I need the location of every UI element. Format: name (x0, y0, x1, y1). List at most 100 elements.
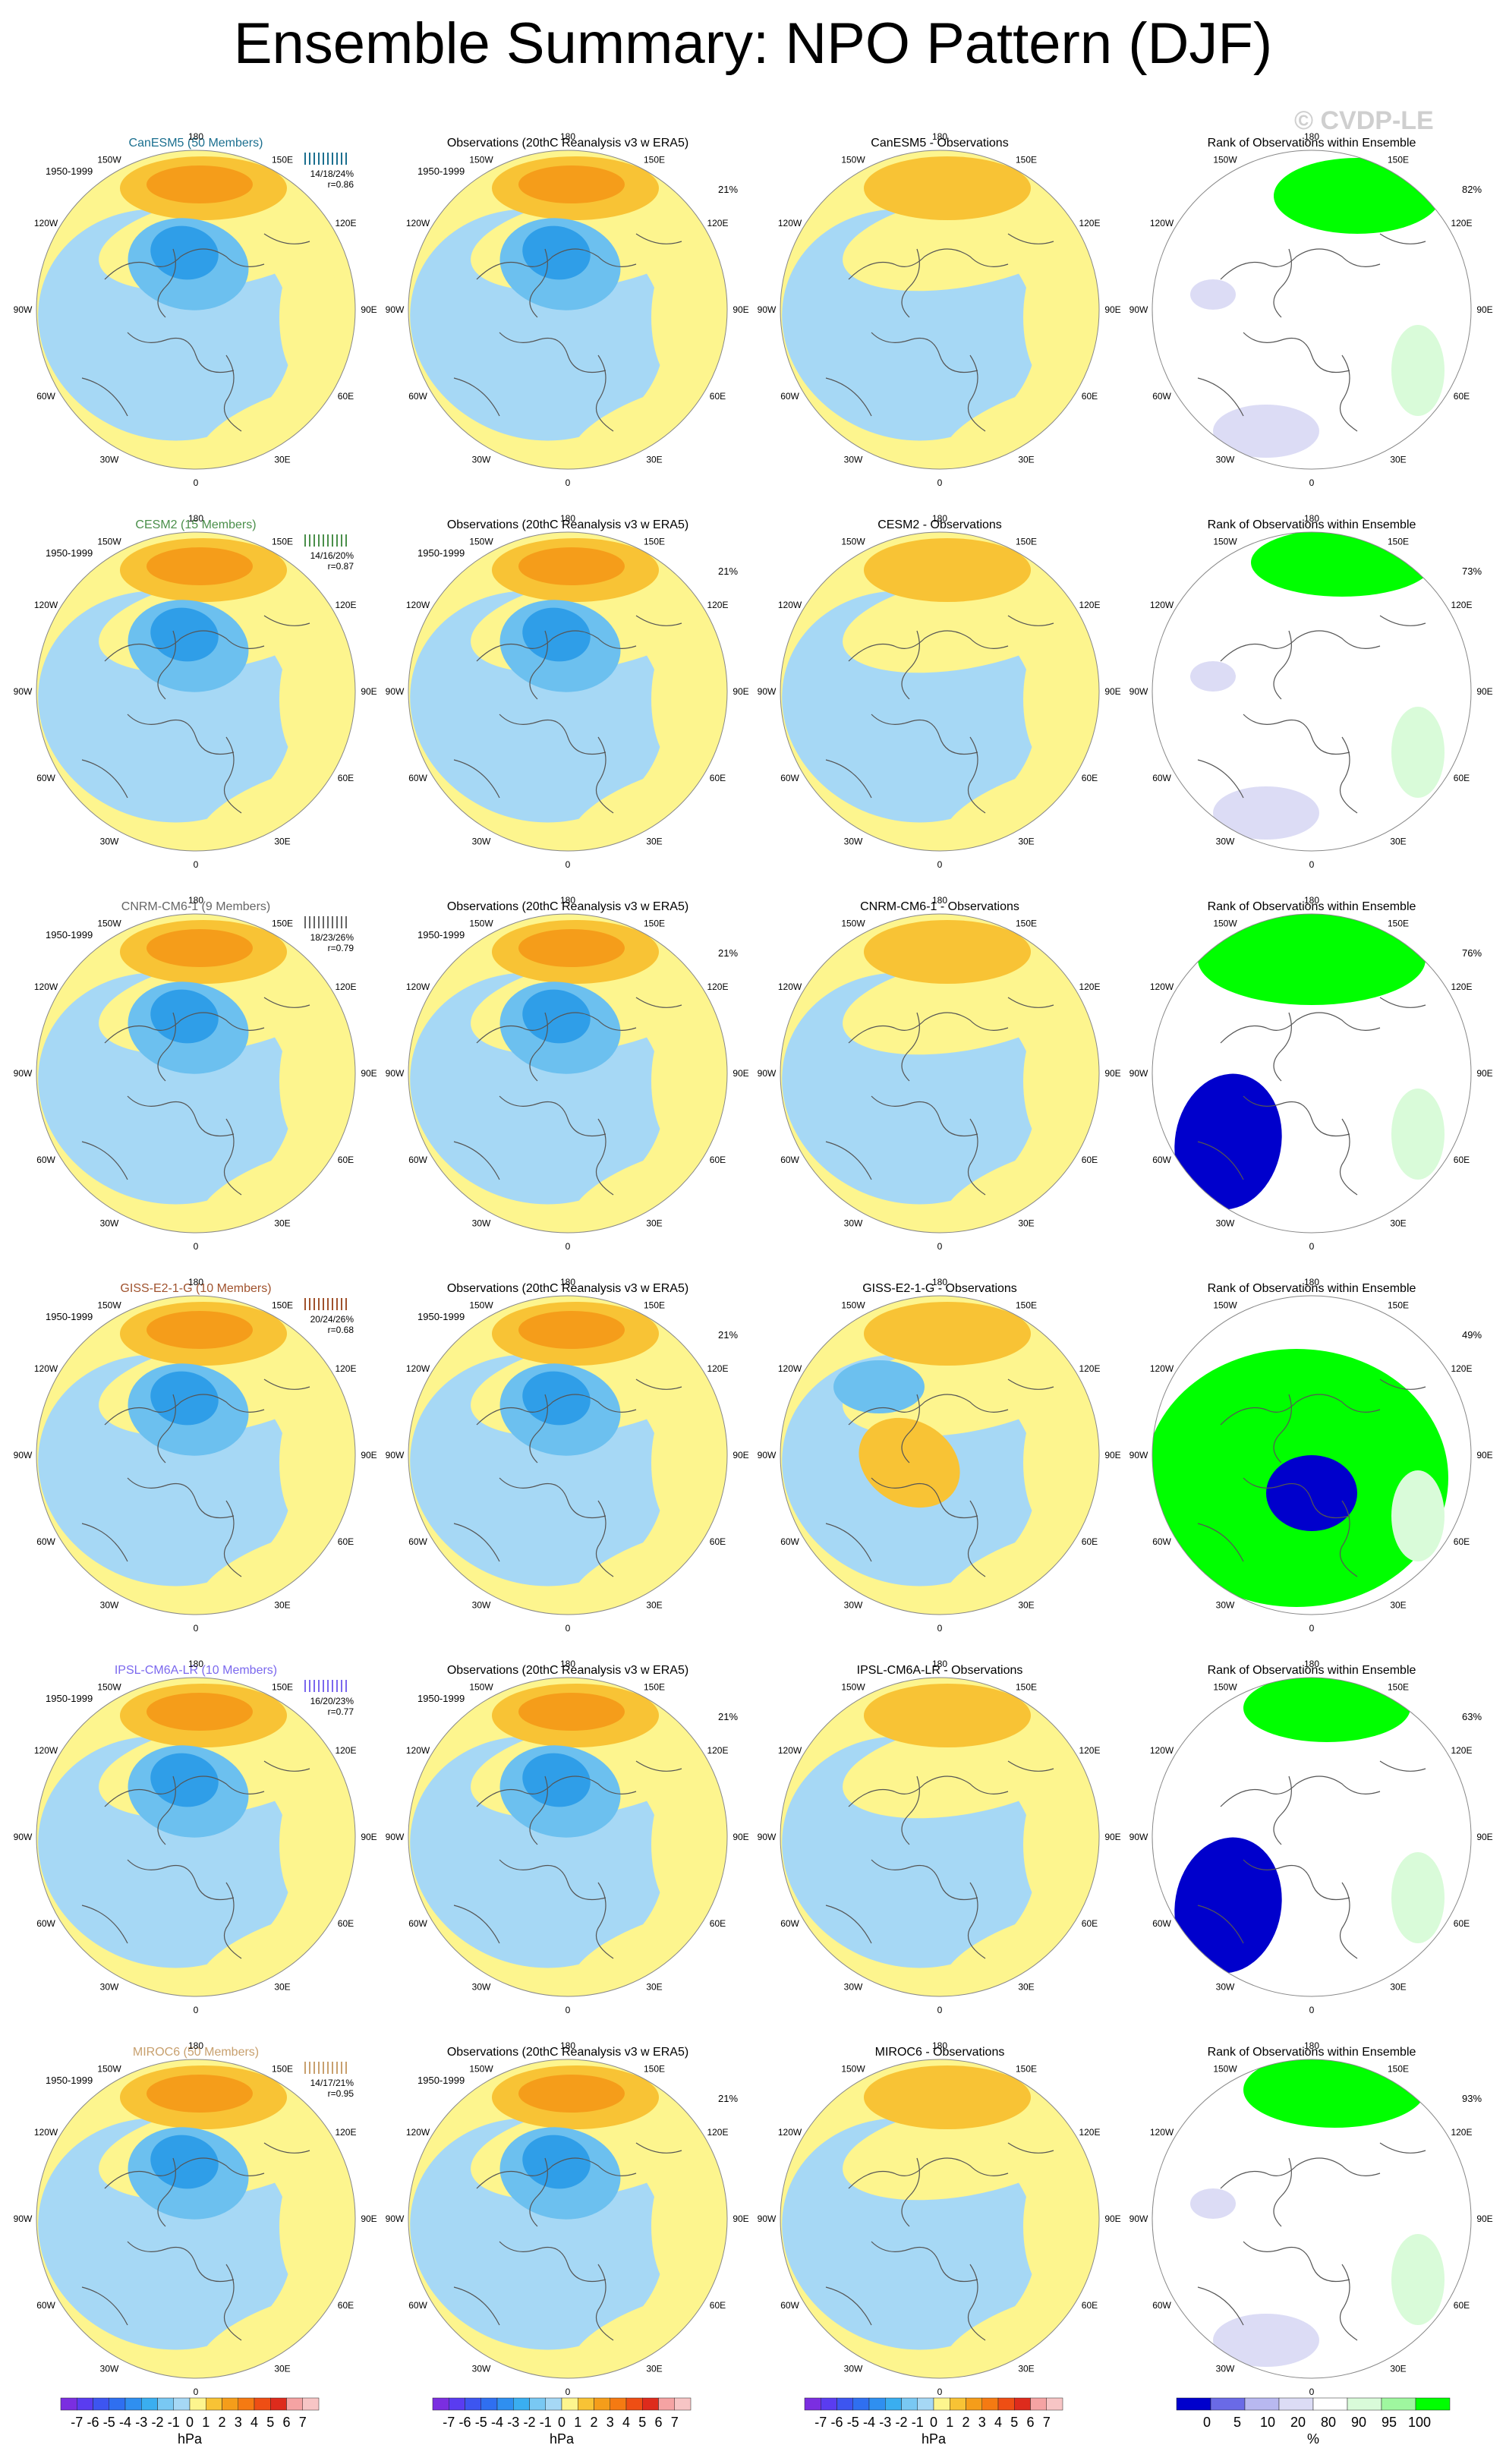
lon-label: 30E (1390, 1218, 1406, 1228)
anomaly-positive-max (518, 1311, 625, 1349)
colorbar-label: -7 (443, 2415, 455, 2430)
lon-label: 180 (188, 1659, 203, 1669)
panel-title: MIROC6 - Observations (874, 2046, 1005, 2059)
panel-title: Rank of Observations within Ensemble (1207, 1664, 1416, 1677)
colorbar-label: 0 (558, 2415, 566, 2430)
lon-label: 30W (472, 1599, 491, 1610)
lon-label: 150E (272, 918, 293, 929)
period-label: 1950-1999 (46, 1693, 93, 1704)
lon-label: 0 (937, 1241, 943, 1252)
colorbar-swatch (836, 2397, 853, 2411)
anomaly-positive-region (279, 249, 340, 386)
colorbar-swatch (206, 2397, 222, 2411)
anomaly-positive-region (279, 1013, 340, 1149)
anomaly-positive-max (518, 165, 625, 203)
panel-title: Observations (20thC Reanalysis v3 w ERA5… (446, 1664, 689, 1677)
colorbar-swatch (885, 2397, 902, 2411)
lon-label: 30E (1018, 1981, 1034, 1992)
rank-panel: Rank of Observations within Ensemble 180 1… (1123, 878, 1500, 1261)
anomaly-positive-region (651, 1776, 712, 1913)
map-outline (1152, 2059, 1472, 2379)
lon-label: 90W (758, 686, 777, 697)
anomaly-negative-max (150, 607, 219, 662)
lon-label: 150E (1388, 537, 1409, 547)
anomaly-negative-max (150, 225, 219, 280)
lon-label: 180 (1304, 895, 1319, 906)
colorbar-hpa-2: -7 -6 -5 -4 -3 -2 -1 0 1 2 3 4 5 6 7 hPa (432, 2397, 692, 2447)
panel-title: CanESM5 (50 Members) (128, 137, 263, 150)
lon-label: 150W (97, 537, 121, 547)
lon-label: 0 (1309, 477, 1315, 488)
lon-label: 150W (841, 155, 865, 165)
anomaly-negative-max (522, 989, 591, 1044)
colorbar-swatch (157, 2397, 174, 2411)
lon-label: 30W (844, 454, 863, 465)
coastline (453, 997, 682, 1196)
colorbar-swatch (578, 2397, 594, 2411)
rank-low-region (1213, 786, 1319, 840)
colorbar-unit: hPa (922, 2431, 947, 2447)
lon-label: 60E (1082, 1155, 1098, 1165)
rank-panel: Rank of Observations within Ensemble 180 1… (1123, 114, 1500, 497)
lon-label: 0 (937, 859, 943, 870)
anomaly-positive-region (279, 2158, 340, 2295)
colorbar-swatch (480, 2397, 498, 2411)
lon-label: 60E (710, 1155, 726, 1165)
lon-label: 150E (644, 918, 665, 929)
lon-label: 90E (733, 686, 748, 697)
colorbar-swatch (821, 2397, 837, 2411)
lon-label: 30W (472, 836, 491, 846)
percent-label: 21% (718, 2093, 739, 2104)
lon-label: 120W (1150, 218, 1174, 228)
coastline (825, 1760, 1054, 1959)
lon-label: 30W (844, 1599, 863, 1610)
lon-label: 150W (97, 2064, 121, 2075)
lon-label: 30W (472, 1218, 491, 1228)
ensemble-panel: CESM2 (15 Members) 180 150E 120E 90E 60E 30E 0 3… (8, 496, 384, 879)
colorbar-swatch (254, 2397, 271, 2411)
lon-label: 30W (472, 454, 491, 465)
coastline (825, 997, 1054, 1196)
colorbar-swatch (1415, 2397, 1451, 2411)
lon-label: 90E (1104, 686, 1120, 697)
lon-label: 150W (841, 918, 865, 929)
map-svg: 180 150E 120E 90E 60E 30E 0 30W 60W 90W 120W 150W (1130, 1277, 1493, 1634)
lon-label: 60W (780, 2300, 799, 2311)
colorbar-label: -5 (847, 2415, 859, 2430)
colorbar-swatch (868, 2397, 886, 2411)
lon-label: 90E (361, 2214, 376, 2224)
lon-label: 150E (644, 537, 665, 547)
lon-label: 60E (710, 1536, 726, 1547)
lon-label: 90E (733, 1832, 748, 1842)
lon-label: 60E (1082, 2300, 1098, 2311)
lon-label: 60W (1152, 2300, 1171, 2311)
lon-label: 150E (272, 537, 293, 547)
lon-label: 120E (335, 1363, 356, 1374)
lon-label: 30E (274, 2363, 290, 2374)
rank-mid-region (1391, 2234, 1445, 2325)
panel-title: CanESM5 - Observations (871, 137, 1009, 150)
lon-label: 30E (1390, 1599, 1406, 1610)
colorbar-swatch (594, 2397, 610, 2411)
colorbar-label: -2 (151, 2415, 163, 2430)
lon-label: 60W (36, 773, 55, 783)
lon-label: 30E (1018, 836, 1034, 846)
lon-label: 90E (733, 2214, 748, 2224)
lon-label: 120E (707, 2127, 728, 2138)
lon-label: 120W (34, 218, 58, 228)
lon-label: 30E (1018, 454, 1034, 465)
map-outline (408, 1677, 728, 1997)
lon-label: 60E (1454, 1155, 1470, 1165)
map-svg: 180 150E 120E 90E 60E 30E 0 30W 60W 90W 120W 150W (14, 131, 377, 488)
coastline (1197, 233, 1426, 432)
percent-label: 82% (1462, 184, 1482, 195)
map-outline (1152, 1295, 1472, 1615)
difference-panel: CNRM-CM6-1 - Observations 180 150E 120E 90E 6… (751, 878, 1128, 1261)
lon-label: 120W (1150, 982, 1174, 992)
period-label: 1950-1999 (417, 929, 465, 941)
anomaly-negative-max (150, 1753, 219, 1807)
colorbar-swatch (141, 2397, 158, 2411)
ensemble-panel: CanESM5 (50 Members) 180 150E 120E 90E 60E 30E… (8, 114, 384, 497)
lon-label: 90E (361, 1450, 376, 1460)
panel-title: Observations (20thC Reanalysis v3 w ERA5… (446, 137, 689, 150)
